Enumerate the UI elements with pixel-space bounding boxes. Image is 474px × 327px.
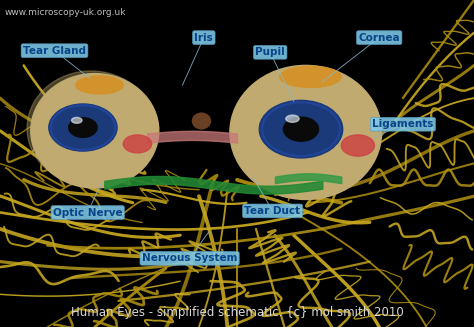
Ellipse shape — [76, 76, 123, 94]
Ellipse shape — [72, 117, 82, 123]
Circle shape — [259, 100, 343, 158]
Circle shape — [283, 117, 319, 141]
Text: Tear Gland: Tear Gland — [23, 46, 86, 56]
Ellipse shape — [230, 65, 382, 199]
Ellipse shape — [123, 135, 152, 153]
Text: Tear Duct: Tear Duct — [245, 206, 301, 216]
Ellipse shape — [68, 107, 119, 153]
Text: Pupil: Pupil — [255, 47, 285, 57]
Circle shape — [69, 118, 97, 137]
Ellipse shape — [41, 83, 143, 175]
Ellipse shape — [31, 74, 159, 188]
Ellipse shape — [280, 66, 341, 87]
Text: Iris: Iris — [194, 33, 213, 43]
Text: Nervous System: Nervous System — [142, 253, 237, 263]
Circle shape — [49, 104, 117, 151]
Ellipse shape — [81, 119, 107, 142]
Text: www.microscopy-uk.org.uk: www.microscopy-uk.org.uk — [5, 8, 126, 17]
Text: Optic Nerve: Optic Nerve — [53, 208, 122, 217]
Ellipse shape — [341, 135, 374, 156]
Text: Ligaments: Ligaments — [372, 119, 434, 129]
Ellipse shape — [54, 95, 131, 164]
Ellipse shape — [283, 104, 310, 115]
Ellipse shape — [286, 115, 299, 122]
Text: Cornea: Cornea — [358, 33, 400, 43]
Text: Human Eyes - simplified schematic. {c} mol smith 2010: Human Eyes - simplified schematic. {c} m… — [71, 306, 403, 319]
Ellipse shape — [27, 71, 155, 185]
Ellipse shape — [192, 113, 210, 129]
Ellipse shape — [76, 107, 95, 115]
